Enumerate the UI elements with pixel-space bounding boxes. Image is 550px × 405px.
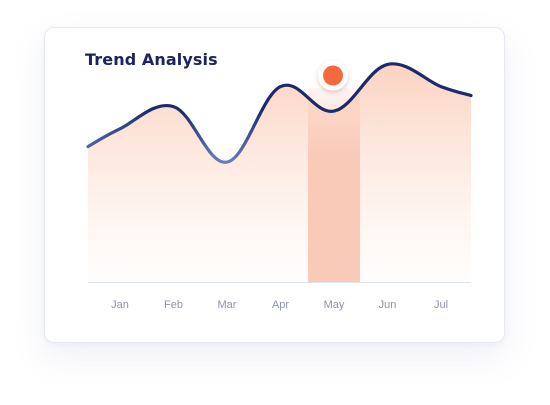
x-tick-label-feb: Feb [164, 299, 183, 311]
highlight-marker[interactable] [323, 65, 343, 86]
highlight-band [308, 88, 360, 282]
x-tick-label-jul: Jul [434, 299, 448, 311]
chart-title: Trend Analysis [85, 50, 218, 69]
x-tick-label-apr: Apr [272, 299, 289, 311]
trend-line [86, 62, 473, 164]
x-tick-label-jun: Jun [379, 299, 397, 311]
data-points [318, 60, 348, 91]
x-tick-label-mar: Mar [218, 299, 237, 311]
x-tick-label-may: May [324, 299, 345, 311]
x-axis-ticks: Jan Feb Mar Apr May Jun Jul [111, 299, 448, 311]
trend-area [88, 63, 471, 282]
x-tick-label-jan: Jan [111, 299, 129, 311]
